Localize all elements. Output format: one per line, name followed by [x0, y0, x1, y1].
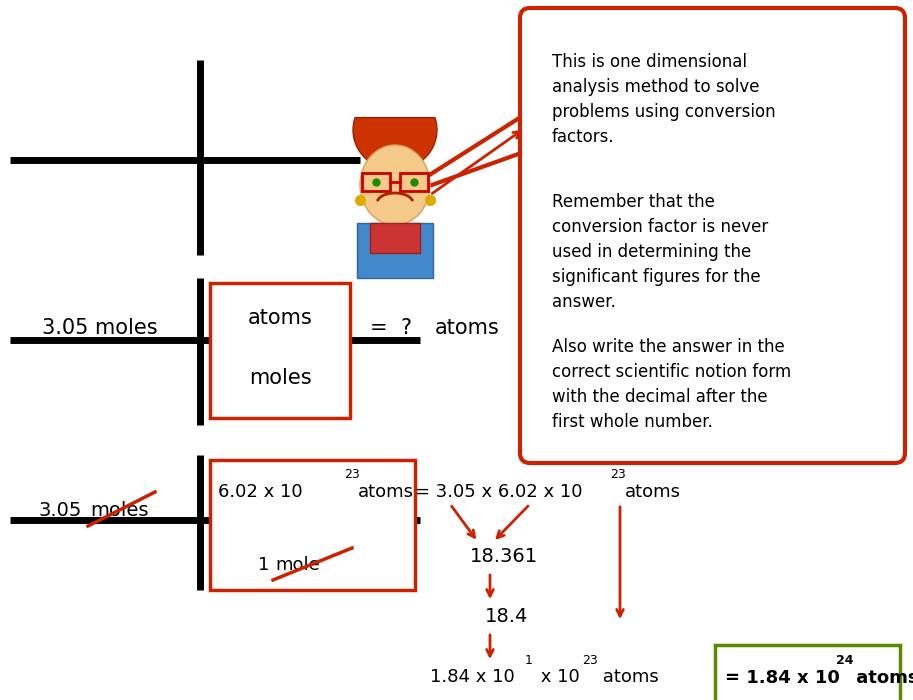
Text: 1: 1 [258, 556, 269, 574]
Text: 3.05: 3.05 [38, 500, 81, 519]
Text: 6.02 x 10: 6.02 x 10 [218, 483, 302, 501]
Text: 23: 23 [344, 468, 360, 482]
Bar [357, 223, 433, 278]
Text: Remember that the
conversion factor is never
used in determining the
significant: Remember that the conversion factor is n… [552, 193, 768, 311]
Text: =: = [370, 318, 388, 338]
Text: atoms: atoms [625, 483, 681, 501]
Text: atoms: atoms [358, 483, 414, 501]
Bar [370, 223, 420, 253]
FancyBboxPatch shape [520, 8, 905, 463]
Text: moles: moles [248, 368, 311, 388]
Text: atoms: atoms [850, 669, 913, 687]
Text: x 10: x 10 [535, 668, 580, 686]
Text: This is one dimensional
analysis method to solve
problems using conversion
facto: This is one dimensional analysis method … [552, 53, 776, 146]
Polygon shape [353, 118, 437, 170]
Text: ?: ? [400, 318, 411, 338]
Bar [210, 460, 415, 590]
Text: atoms: atoms [247, 308, 312, 328]
Bar [210, 283, 350, 418]
Text: atoms: atoms [435, 318, 499, 338]
Text: Also write the answer in the
correct scientific notion form
with the decimal aft: Also write the answer in the correct sci… [552, 338, 792, 431]
Text: 23: 23 [610, 468, 625, 482]
Text: 1: 1 [525, 654, 533, 668]
Bar [400, 173, 428, 191]
Bar [715, 645, 900, 700]
Text: 18.4: 18.4 [485, 608, 529, 626]
Text: = 1.84 x 10: = 1.84 x 10 [725, 669, 840, 687]
Text: moles: moles [90, 500, 149, 519]
Text: = 3.05 x 6.02 x 10: = 3.05 x 6.02 x 10 [415, 483, 582, 501]
Text: mole: mole [275, 556, 320, 574]
Text: atoms: atoms [597, 668, 659, 686]
Text: 18.361: 18.361 [470, 547, 538, 566]
Text: 3.05 moles: 3.05 moles [42, 318, 158, 338]
Bar [362, 173, 390, 191]
Text: 24: 24 [836, 654, 854, 666]
Text: 23: 23 [582, 654, 598, 668]
Ellipse shape [360, 145, 430, 225]
Polygon shape [390, 108, 535, 200]
Text: 1.84 x 10: 1.84 x 10 [430, 668, 515, 686]
